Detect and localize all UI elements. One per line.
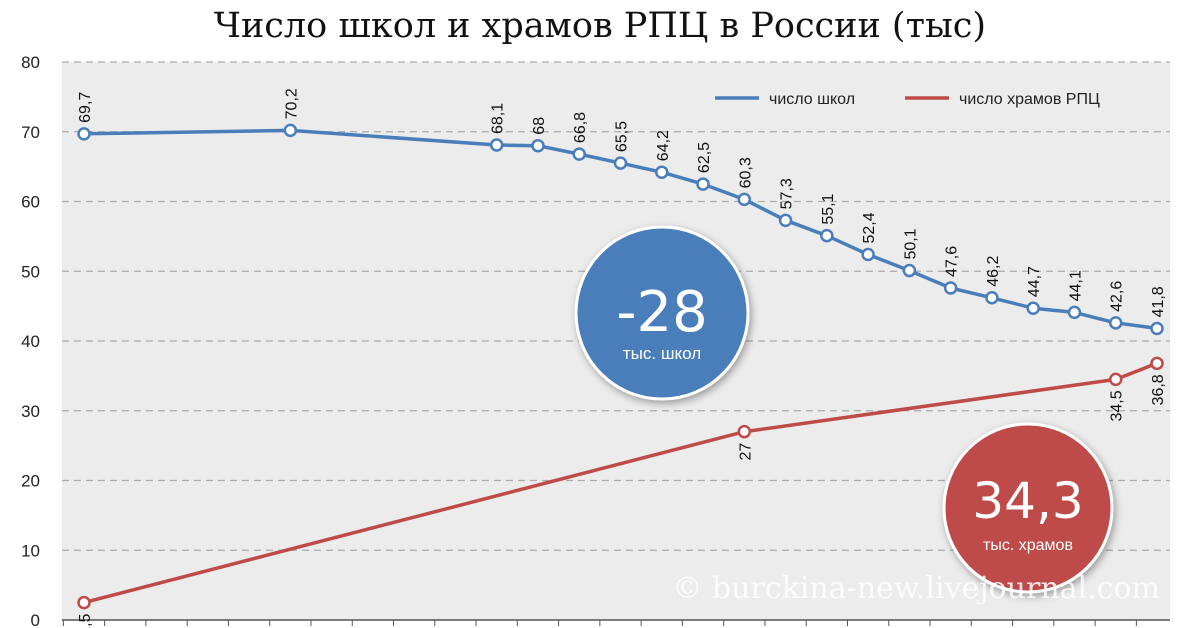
data-label: 57,3 [779,178,796,209]
data-label: 42,6 [1109,281,1126,312]
data-label: 62,5 [696,142,713,173]
y-tick-label: 40 [21,332,40,351]
data-point [613,156,628,170]
data-label: 2,5 [77,613,94,628]
y-tick-label: 80 [21,53,40,72]
data-label: 70,2 [283,88,300,119]
data-label: 47,6 [944,246,961,277]
data-point [820,228,834,243]
data-label: 46,2 [985,256,1002,287]
data-point [77,127,91,141]
watermark: © burckina-new.livejournal.com [672,571,1160,606]
data-label: 50,1 [902,228,919,259]
data-point [1150,356,1164,371]
data-labels: 69,7 70,2 68,1 68 66,8 65,5 64,2 62,5 60,3 57,3 55… [77,88,1167,628]
data-point [1108,372,1123,387]
y-tick-label: 50 [21,262,40,281]
annotation-bubble [574,225,750,401]
data-point [489,138,504,152]
data-point [737,192,752,207]
data-point [572,147,586,161]
data-point [1026,301,1040,315]
data-label: 55,1 [820,193,837,224]
data-point [531,138,545,153]
series-points [77,123,1164,610]
data-point [985,291,999,305]
data-label: 36,8 [1150,374,1167,405]
annotation-value: -28 [616,280,707,345]
y-tick-label: 60 [21,193,40,212]
data-point [778,213,793,228]
data-label: 66,8 [572,112,589,143]
data-point [737,424,752,439]
data-point [77,595,91,610]
y-tick-label: 0 [31,611,40,628]
data-point [1150,321,1164,336]
data-label: 64,2 [655,130,672,161]
y-tick-label: 10 [21,541,40,560]
annotation-value: 34,3 [972,472,1083,530]
data-point [283,123,298,138]
legend: число школ число храмов РПЦ [715,91,1100,108]
data-point [943,281,958,295]
series-line [83,361,1158,605]
data-label: 69,7 [77,92,94,123]
y-tick-label: 70 [21,123,40,142]
data-label: 68 [531,117,548,135]
data-label: 52,4 [861,212,878,243]
data-label: 44,7 [1026,266,1043,297]
data-point [902,263,917,278]
data-label: 34,5 [1109,390,1126,421]
data-label: 60,3 [737,157,754,188]
data-label: 44,1 [1067,270,1084,301]
data-point [696,177,710,191]
annotation-bubble [942,422,1114,594]
data-point [861,247,875,262]
data-point [1067,305,1082,320]
y-tick-label: 20 [21,472,40,491]
x-axis [62,619,1170,626]
legend-entry: число храмов РПЦ [959,91,1100,108]
data-point [655,165,669,179]
chart-title: Число школ и храмов РПЦ в России (тыс) [213,6,987,46]
data-label: 68,1 [490,103,507,134]
data-label: 65,5 [614,121,631,152]
annotation-caption: тыс. храмов [983,537,1073,554]
y-axis: 0 10 20 30 40 50 60 70 80 [21,53,40,628]
annotation-caption: тыс. школ [623,344,701,363]
data-point [1108,316,1123,330]
data-label: 27 [737,443,754,461]
data-label: 41,8 [1150,286,1167,317]
legend-entry: число школ [769,91,855,108]
y-tick-label: 30 [21,402,40,421]
